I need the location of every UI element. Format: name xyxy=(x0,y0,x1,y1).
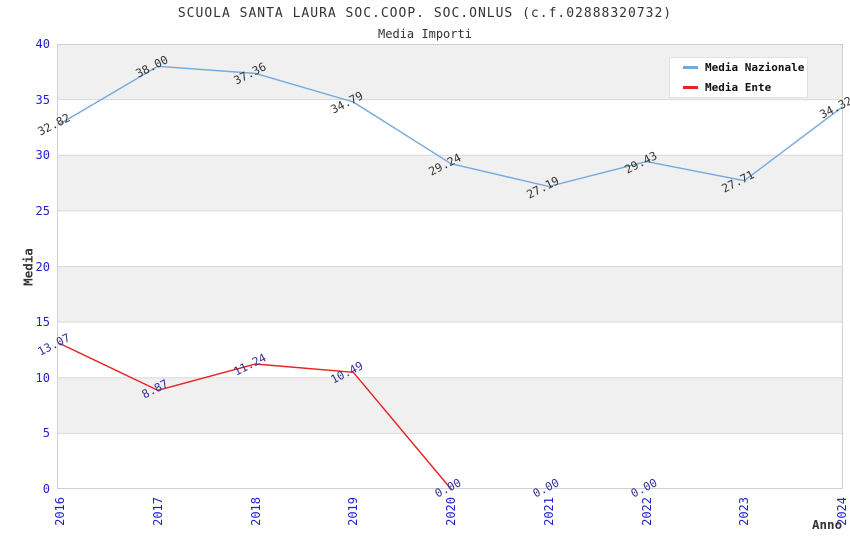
y-tick-25: 25 xyxy=(35,203,50,218)
legend-label-media-ente: Media Ente xyxy=(705,81,772,94)
x-axis-title: Anno xyxy=(812,517,843,532)
y-tick-0: 0 xyxy=(42,482,50,496)
x-tick-2016: 2016 xyxy=(53,497,67,526)
y-tick-40: 40 xyxy=(35,37,50,51)
plot-band xyxy=(57,433,843,489)
y-tick-20: 20 xyxy=(35,259,50,274)
x-tick-2023: 2023 xyxy=(737,497,752,526)
legend-swatch-media-nazionale-icon xyxy=(683,66,698,69)
legend-item-media-ente: Media Ente xyxy=(683,81,807,94)
x-tick-2017: 2017 xyxy=(150,497,165,526)
legend-swatch-media-ente-icon xyxy=(683,86,698,89)
legend-item-media-nazionale: Media Nazionale xyxy=(683,61,807,74)
plot-band xyxy=(57,99,843,156)
y-tick-15: 15 xyxy=(35,315,50,330)
chart-subtitle: Media Importi xyxy=(378,27,472,41)
plot-band xyxy=(57,155,843,211)
media-ente-line xyxy=(59,342,452,490)
x-tick-2021: 2021 xyxy=(541,497,556,526)
y-tick-30: 30 xyxy=(35,148,50,163)
plot-band xyxy=(57,322,843,378)
x-tick-2018: 2018 xyxy=(248,497,263,526)
y-tick-5: 5 xyxy=(42,426,50,441)
plot-band xyxy=(57,210,843,267)
x-tick-2019: 2019 xyxy=(346,497,361,526)
x-tick-2020: 2020 xyxy=(444,497,458,526)
plot-band xyxy=(57,377,843,434)
y-tick-10: 10 xyxy=(35,370,50,385)
y-axis-title: Media xyxy=(20,248,36,286)
y-tick-35: 35 xyxy=(35,92,50,107)
x-tick-2022: 2022 xyxy=(639,497,654,526)
media-nazionale-line xyxy=(59,65,843,188)
chart-title: SCUOLA SANTA LAURA SOC.COOP. SOC.ONLUS (… xyxy=(177,6,673,21)
legend: Media Nazionale Media Ente xyxy=(670,58,807,97)
legend-label-media-nazionale: Media Nazionale xyxy=(705,61,805,74)
plot-band xyxy=(57,266,843,323)
